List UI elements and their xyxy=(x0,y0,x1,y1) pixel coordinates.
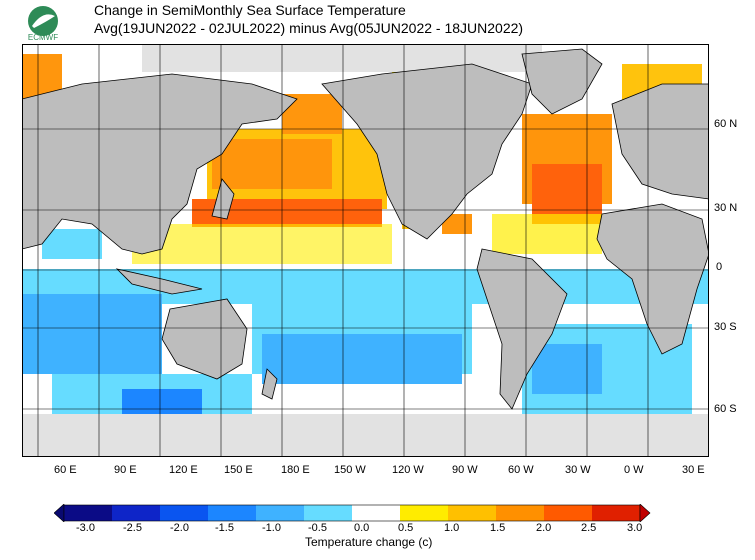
colorbar-label: 1.5 xyxy=(490,522,506,534)
greenland xyxy=(521,48,603,115)
lon-tick-180e: 180 E xyxy=(281,464,310,476)
lon-tick-30e: 30 E xyxy=(682,464,705,476)
colorbar-label: -0.5 xyxy=(308,522,327,534)
colorbar-bin xyxy=(304,505,352,521)
colorbar-label: -1.5 xyxy=(215,522,234,534)
colorbar-label: 0.5 xyxy=(398,522,414,534)
map-frame xyxy=(22,44,709,457)
lon-tick-0w: 0 W xyxy=(624,464,644,476)
colorbar-bin xyxy=(592,505,640,521)
lon-tick-90e: 90 E xyxy=(114,464,137,476)
logo-text: ECMWF xyxy=(28,33,58,42)
colorbar-label: 0.0 xyxy=(354,522,370,534)
colorbar-label: 2.0 xyxy=(536,522,552,534)
lon-tick-150e: 150 E xyxy=(224,464,253,476)
lon-tick-120w: 120 W xyxy=(392,464,424,476)
map-subtitle: Avg(19JUN2022 - 02JUL2022) minus Avg(05J… xyxy=(94,20,524,36)
japan xyxy=(211,178,235,220)
colorbar-label: 3.0 xyxy=(627,522,643,534)
new-zealand xyxy=(261,368,278,400)
colorbar-label: -3.0 xyxy=(76,522,95,534)
lat-tick-eq: 0 xyxy=(716,261,723,273)
lat-tick-60n: 60 N xyxy=(714,118,738,130)
colorbar-bin xyxy=(256,505,304,521)
colorbar-bin xyxy=(160,505,208,521)
africa xyxy=(596,203,709,355)
colorbar-bin xyxy=(352,505,400,521)
europe xyxy=(611,83,709,200)
agency-logo: ECMWF xyxy=(28,6,58,42)
subtropic-mixed xyxy=(42,214,602,264)
lat-tick-30n: 30 N xyxy=(714,202,738,214)
colorbar xyxy=(54,504,651,522)
colorbar-bin xyxy=(544,505,592,521)
lon-tick-150w: 150 W xyxy=(334,464,366,476)
colorbar-bin xyxy=(496,505,544,521)
lat-tick-30s: 30 S xyxy=(714,321,737,333)
lon-tick-60e: 60 E xyxy=(54,464,77,476)
lon-tick-120e: 120 E xyxy=(169,464,198,476)
land-masses xyxy=(22,48,709,410)
sst-change-map xyxy=(22,44,709,457)
colorbar-over-arrow xyxy=(639,504,651,522)
map-title: Change in SemiMonthly Sea Surface Temper… xyxy=(94,2,406,18)
graticule xyxy=(22,44,709,457)
colorbar-under-arrow xyxy=(54,504,65,522)
lat-tick-60s: 60 S xyxy=(714,403,737,415)
colorbar-bin xyxy=(64,505,112,521)
antarctic-ice xyxy=(22,414,709,457)
north-america xyxy=(321,63,533,240)
colorbar-bin xyxy=(208,505,256,521)
colorbar-bin xyxy=(400,505,448,521)
colorbar-bin xyxy=(448,505,496,521)
colorbar-label: 2.5 xyxy=(581,522,597,534)
australia xyxy=(161,298,248,380)
colorbar-bin xyxy=(112,505,160,521)
colorbar-title: Temperature change (c) xyxy=(305,535,433,549)
indonesia xyxy=(115,268,203,295)
lon-tick-60w: 60 W xyxy=(508,464,534,476)
colorbar-label: 1.0 xyxy=(444,522,460,534)
asia-landmass xyxy=(22,73,298,255)
colorbar-label: -2.5 xyxy=(123,522,142,534)
lon-tick-30w: 30 W xyxy=(565,464,591,476)
lon-tick-90w: 90 W xyxy=(452,464,478,476)
colorbar-label: -2.0 xyxy=(170,522,189,534)
colorbar-label: -1.0 xyxy=(262,522,281,534)
